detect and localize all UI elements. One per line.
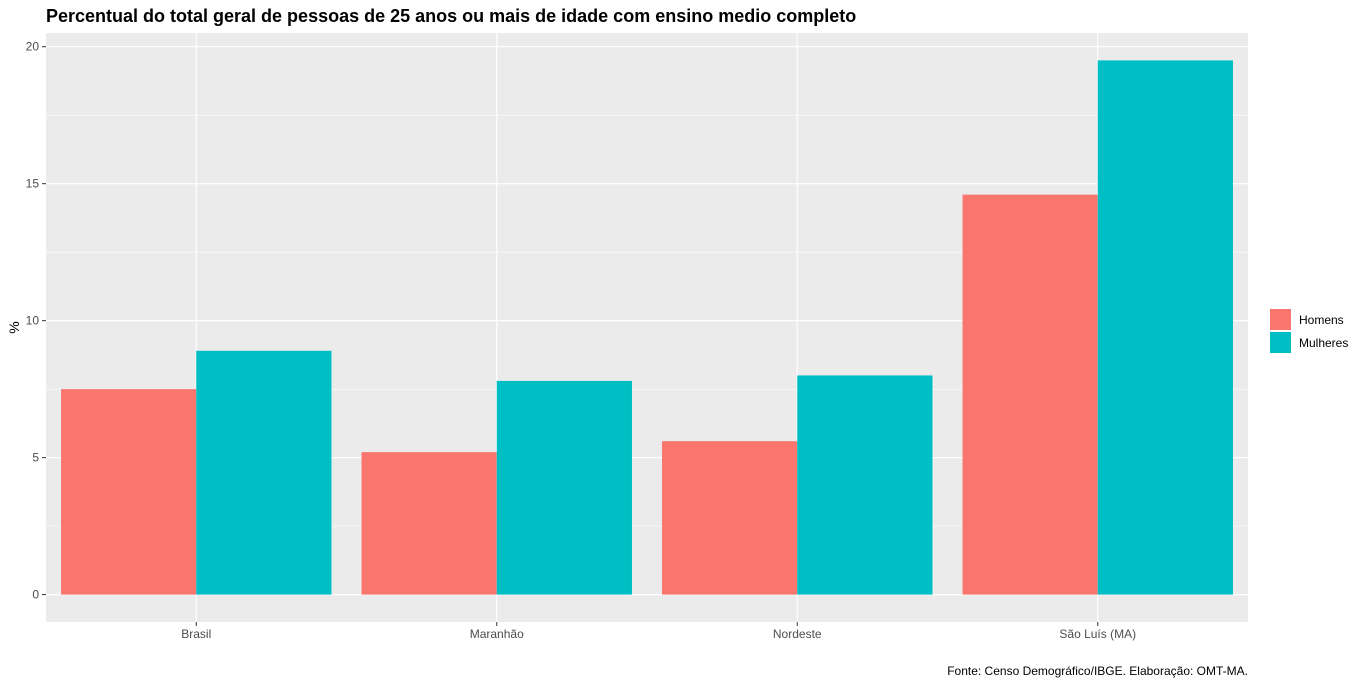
y-tick-label: 10 xyxy=(26,314,40,328)
y-tick-label: 0 xyxy=(32,588,39,602)
legend-key xyxy=(1270,309,1291,330)
caption: Fonte: Censo Demográfico/IBGE. Elaboraçã… xyxy=(947,664,1248,678)
axes: 0 5 10 15 20 Brasil Maranhão Nordeste São Luís (… xyxy=(26,40,1136,641)
bars xyxy=(61,60,1233,595)
bar-homens-1 xyxy=(61,389,197,595)
x-tick-label: São Luís (MA) xyxy=(1059,627,1136,641)
bar-homens-4 xyxy=(962,194,1098,595)
bar-homens-3 xyxy=(662,441,798,595)
y-tick-label: 5 xyxy=(32,451,39,465)
legend-key xyxy=(1270,332,1291,353)
x-tick-label: Nordeste xyxy=(773,627,822,641)
legend-label: Homens xyxy=(1299,312,1344,327)
bar-mulheres-3 xyxy=(797,375,933,595)
x-tick-label: Maranhão xyxy=(470,627,524,641)
legend: Homens Mulheres xyxy=(1270,308,1348,354)
bar-mulheres-2 xyxy=(496,380,632,595)
bar-mulheres-4 xyxy=(1097,60,1233,595)
legend-item: Mulheres xyxy=(1270,331,1348,354)
bar-homens-2 xyxy=(361,452,497,595)
bar-mulheres-1 xyxy=(196,350,332,595)
y-axis-title: % xyxy=(6,321,22,333)
y-tick-label: 15 xyxy=(26,177,40,191)
x-tick-label: Brasil xyxy=(181,627,211,641)
y-tick-label: 20 xyxy=(26,40,40,54)
legend-item: Homens xyxy=(1270,308,1348,331)
legend-label: Mulheres xyxy=(1299,335,1349,350)
chart-title: Percentual do total geral de pessoas de … xyxy=(46,6,857,26)
